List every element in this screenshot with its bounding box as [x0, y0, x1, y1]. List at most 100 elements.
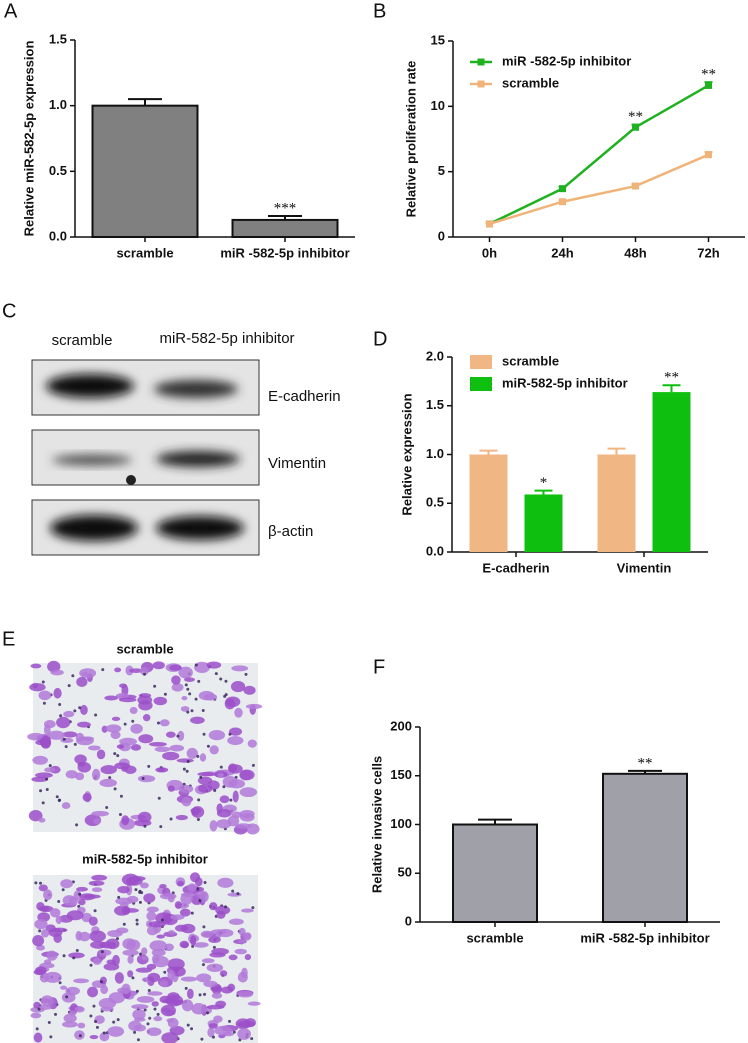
cell: [78, 892, 82, 896]
cell: [112, 1020, 116, 1024]
cell: [131, 976, 135, 980]
cell: [203, 992, 207, 996]
cell: [219, 795, 230, 804]
cell: [178, 666, 193, 679]
cell: [114, 667, 122, 673]
cell: [227, 892, 242, 897]
cell: [225, 696, 241, 708]
cell: [39, 972, 50, 983]
cells: [30, 872, 261, 1043]
cell: [121, 815, 130, 826]
bar: [91, 104, 199, 238]
cell: [224, 679, 228, 683]
cell: [219, 677, 223, 681]
cell: [230, 681, 246, 693]
cell: [179, 940, 190, 949]
x-tick-label: miR -582-5p inhibitor: [220, 245, 349, 260]
y-tick-label: 15: [431, 32, 445, 47]
cell: [186, 747, 198, 759]
cell: [163, 692, 167, 696]
cell: [208, 1023, 218, 1029]
cell: [182, 782, 186, 786]
cell: [136, 995, 155, 1003]
cell: [148, 742, 167, 747]
cell: [60, 985, 68, 990]
cell: [87, 986, 99, 998]
cell: [47, 660, 61, 673]
cell: [238, 927, 246, 936]
cell: [201, 958, 215, 964]
cell: [165, 994, 184, 1007]
y-axis-label: Relative proliferation rate: [403, 61, 418, 218]
cell: [228, 918, 244, 925]
cell: [146, 1022, 150, 1026]
cell: [119, 697, 137, 703]
cell: [130, 723, 143, 734]
cell: [157, 767, 166, 773]
cell: [55, 795, 59, 799]
cell: [94, 1020, 98, 1024]
cell: [93, 909, 97, 913]
cell: [185, 769, 189, 773]
cell: [159, 893, 177, 900]
cell: [117, 886, 130, 894]
cell: [88, 880, 105, 886]
cell: [201, 963, 205, 967]
y-axis-label: Relative expression: [399, 393, 414, 515]
cell: [110, 730, 121, 740]
legend-label: miR-582-5p inhibitor: [502, 375, 628, 390]
cell: [212, 945, 216, 949]
cell: [59, 714, 63, 718]
cell: [32, 934, 45, 947]
y-tick-label: 0.0: [426, 543, 444, 558]
panel-label: E: [2, 628, 15, 650]
panel-label: D: [373, 328, 387, 350]
cell: [184, 986, 188, 990]
cell: [139, 952, 143, 956]
cell: [101, 668, 105, 672]
cell: [187, 883, 197, 892]
cell: [229, 798, 233, 802]
cell: [196, 973, 212, 983]
blot-column: scramble: [52, 332, 113, 349]
cell: [231, 665, 249, 672]
y-tick-label: 10: [431, 98, 445, 113]
cell: [74, 1006, 85, 1013]
cell: [227, 815, 240, 827]
cell: [186, 760, 190, 764]
cell: [159, 825, 163, 829]
cell: [202, 925, 206, 929]
cell: [228, 779, 246, 789]
cell: [170, 914, 185, 921]
cell: [163, 970, 167, 974]
cell: [143, 893, 156, 903]
bar: [452, 823, 538, 923]
cell: [135, 967, 152, 973]
cell: [129, 706, 138, 715]
cell: [238, 1038, 242, 1042]
cell: [58, 703, 62, 707]
x-tick-label: 72h: [697, 245, 719, 260]
cell: [146, 911, 157, 921]
cell: [222, 785, 226, 789]
cell: [54, 1012, 58, 1016]
cell: [228, 954, 238, 961]
marker: [632, 123, 639, 131]
cell: [234, 707, 243, 718]
cell: [47, 1021, 51, 1025]
cell: [152, 956, 169, 968]
cell: [239, 769, 255, 781]
cell: [105, 724, 122, 733]
cell: [56, 716, 71, 729]
cell: [116, 754, 120, 758]
cell: [28, 809, 43, 822]
cell: [102, 1031, 106, 1035]
x-tick-label: 0h: [482, 245, 497, 260]
cell: [111, 716, 121, 722]
cell: [161, 1032, 179, 1043]
cell: [186, 988, 194, 1000]
y-tick-label: 1.0: [426, 446, 444, 461]
cell: [137, 775, 156, 783]
cell: [179, 908, 191, 917]
cell: [38, 929, 42, 933]
